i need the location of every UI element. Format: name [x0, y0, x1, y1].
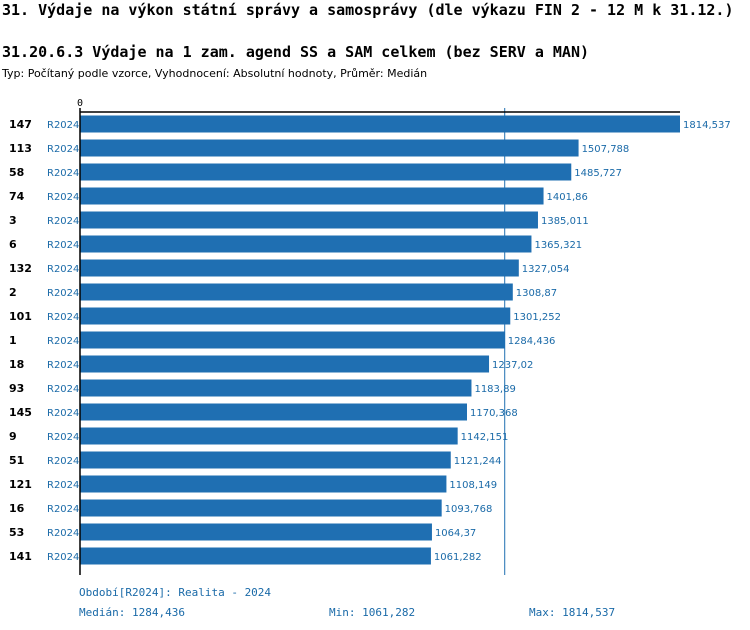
bar: [80, 187, 544, 205]
bar: [80, 379, 472, 397]
row-period-label: R2024: [47, 528, 79, 539]
row-rank-label: 101: [9, 310, 32, 323]
row-rank-label: 51: [9, 454, 24, 467]
row-period-label: R2024: [47, 456, 79, 467]
bar: [80, 115, 680, 133]
row-rank-label: 121: [9, 478, 32, 491]
row-period-label: R2024: [47, 264, 79, 275]
row-period-label: R2024: [47, 240, 79, 251]
row-period-label: R2024: [47, 288, 79, 299]
chart-meta: Typ: Počítaný podle vzorce, Vyhodnocení:…: [2, 67, 428, 80]
row-period-label: R2024: [47, 216, 79, 227]
bar-value-label: 1061,282: [434, 552, 482, 563]
bar-value-label: 1064,37: [435, 528, 476, 539]
row-rank-label: 6: [9, 238, 17, 251]
bar: [80, 355, 490, 373]
bar: [80, 499, 442, 517]
row-period-label: R2024: [47, 480, 79, 491]
bar: [80, 307, 511, 325]
row-period-label: R2024: [47, 504, 79, 515]
row-rank-label: 2: [9, 286, 17, 299]
bar-value-label: 1142,151: [461, 432, 509, 443]
row-period-label: R2024: [47, 384, 79, 395]
bar: [80, 163, 572, 181]
axis-zero-label: 0: [77, 98, 83, 109]
bar-value-label: 1308,87: [516, 288, 557, 299]
bar-value-label: 1365,321: [534, 240, 582, 251]
bar-value-label: 1401,86: [547, 192, 588, 203]
bar-value-label: 1237,02: [492, 360, 533, 371]
bar-value-label: 1170,368: [470, 408, 518, 419]
bar-value-label: 1093,768: [445, 504, 493, 515]
row-rank-label: 3: [9, 214, 17, 227]
row-rank-label: 16: [9, 502, 25, 515]
row-rank-label: 53: [9, 526, 24, 539]
bar: [80, 523, 432, 541]
bar: [80, 451, 451, 469]
row-rank-label: 18: [9, 358, 24, 371]
row-period-label: R2024: [47, 336, 79, 347]
row-period-label: R2024: [47, 192, 79, 203]
bar-value-label: 1814,537: [683, 120, 731, 131]
row-period-label: R2024: [47, 144, 79, 155]
row-rank-label: 147: [9, 118, 32, 131]
page-title: 31. Výdaje na výkon státní správy a samo…: [2, 1, 734, 19]
row-rank-label: 93: [9, 382, 24, 395]
bar-value-label: 1327,054: [522, 264, 570, 275]
row-rank-label: 1: [9, 334, 17, 347]
bar: [80, 235, 532, 253]
bar: [80, 427, 458, 445]
row-period-label: R2024: [47, 312, 79, 323]
footer-median: Medián: 1284,436: [79, 606, 185, 619]
bar: [80, 283, 513, 301]
chart-subtitle: 31.20.6.3 Výdaje na 1 zam. agend SS a SA…: [2, 43, 589, 61]
row-rank-label: 132: [9, 262, 32, 275]
bar-value-label: 1385,011: [541, 216, 589, 227]
row-period-label: R2024: [47, 432, 79, 443]
footer-max: Max: 1814,537: [529, 606, 616, 619]
bar: [80, 259, 519, 277]
bar-value-label: 1121,244: [454, 456, 502, 467]
row-period-label: R2024: [47, 408, 79, 419]
row-period-label: R2024: [47, 360, 79, 371]
row-rank-label: 141: [9, 550, 32, 563]
bar: [80, 139, 579, 157]
bar: [80, 211, 538, 229]
bar: [80, 331, 505, 349]
row-rank-label: 113: [9, 142, 32, 155]
bar-value-label: 1284,436: [508, 336, 556, 347]
row-rank-label: 145: [9, 406, 32, 419]
bar-value-label: 1485,727: [574, 168, 622, 179]
row-period-label: R2024: [47, 552, 79, 563]
row-period-label: R2024: [47, 168, 79, 179]
bar: [80, 547, 431, 565]
bar: [80, 475, 447, 493]
row-rank-label: 74: [9, 190, 25, 203]
bar-value-label: 1108,149: [449, 480, 497, 491]
footer-period: Období[R2024]: Realita - 2024: [79, 586, 272, 599]
row-rank-label: 9: [9, 430, 17, 443]
bar-value-label: 1301,252: [513, 312, 561, 323]
bar: [80, 403, 467, 421]
bar-value-label: 1507,788: [582, 144, 630, 155]
row-rank-label: 58: [9, 166, 24, 179]
footer-min: Min: 1061,282: [329, 606, 416, 619]
bar-value-label: 1183,89: [474, 384, 515, 395]
row-period-label: R2024: [47, 120, 79, 131]
